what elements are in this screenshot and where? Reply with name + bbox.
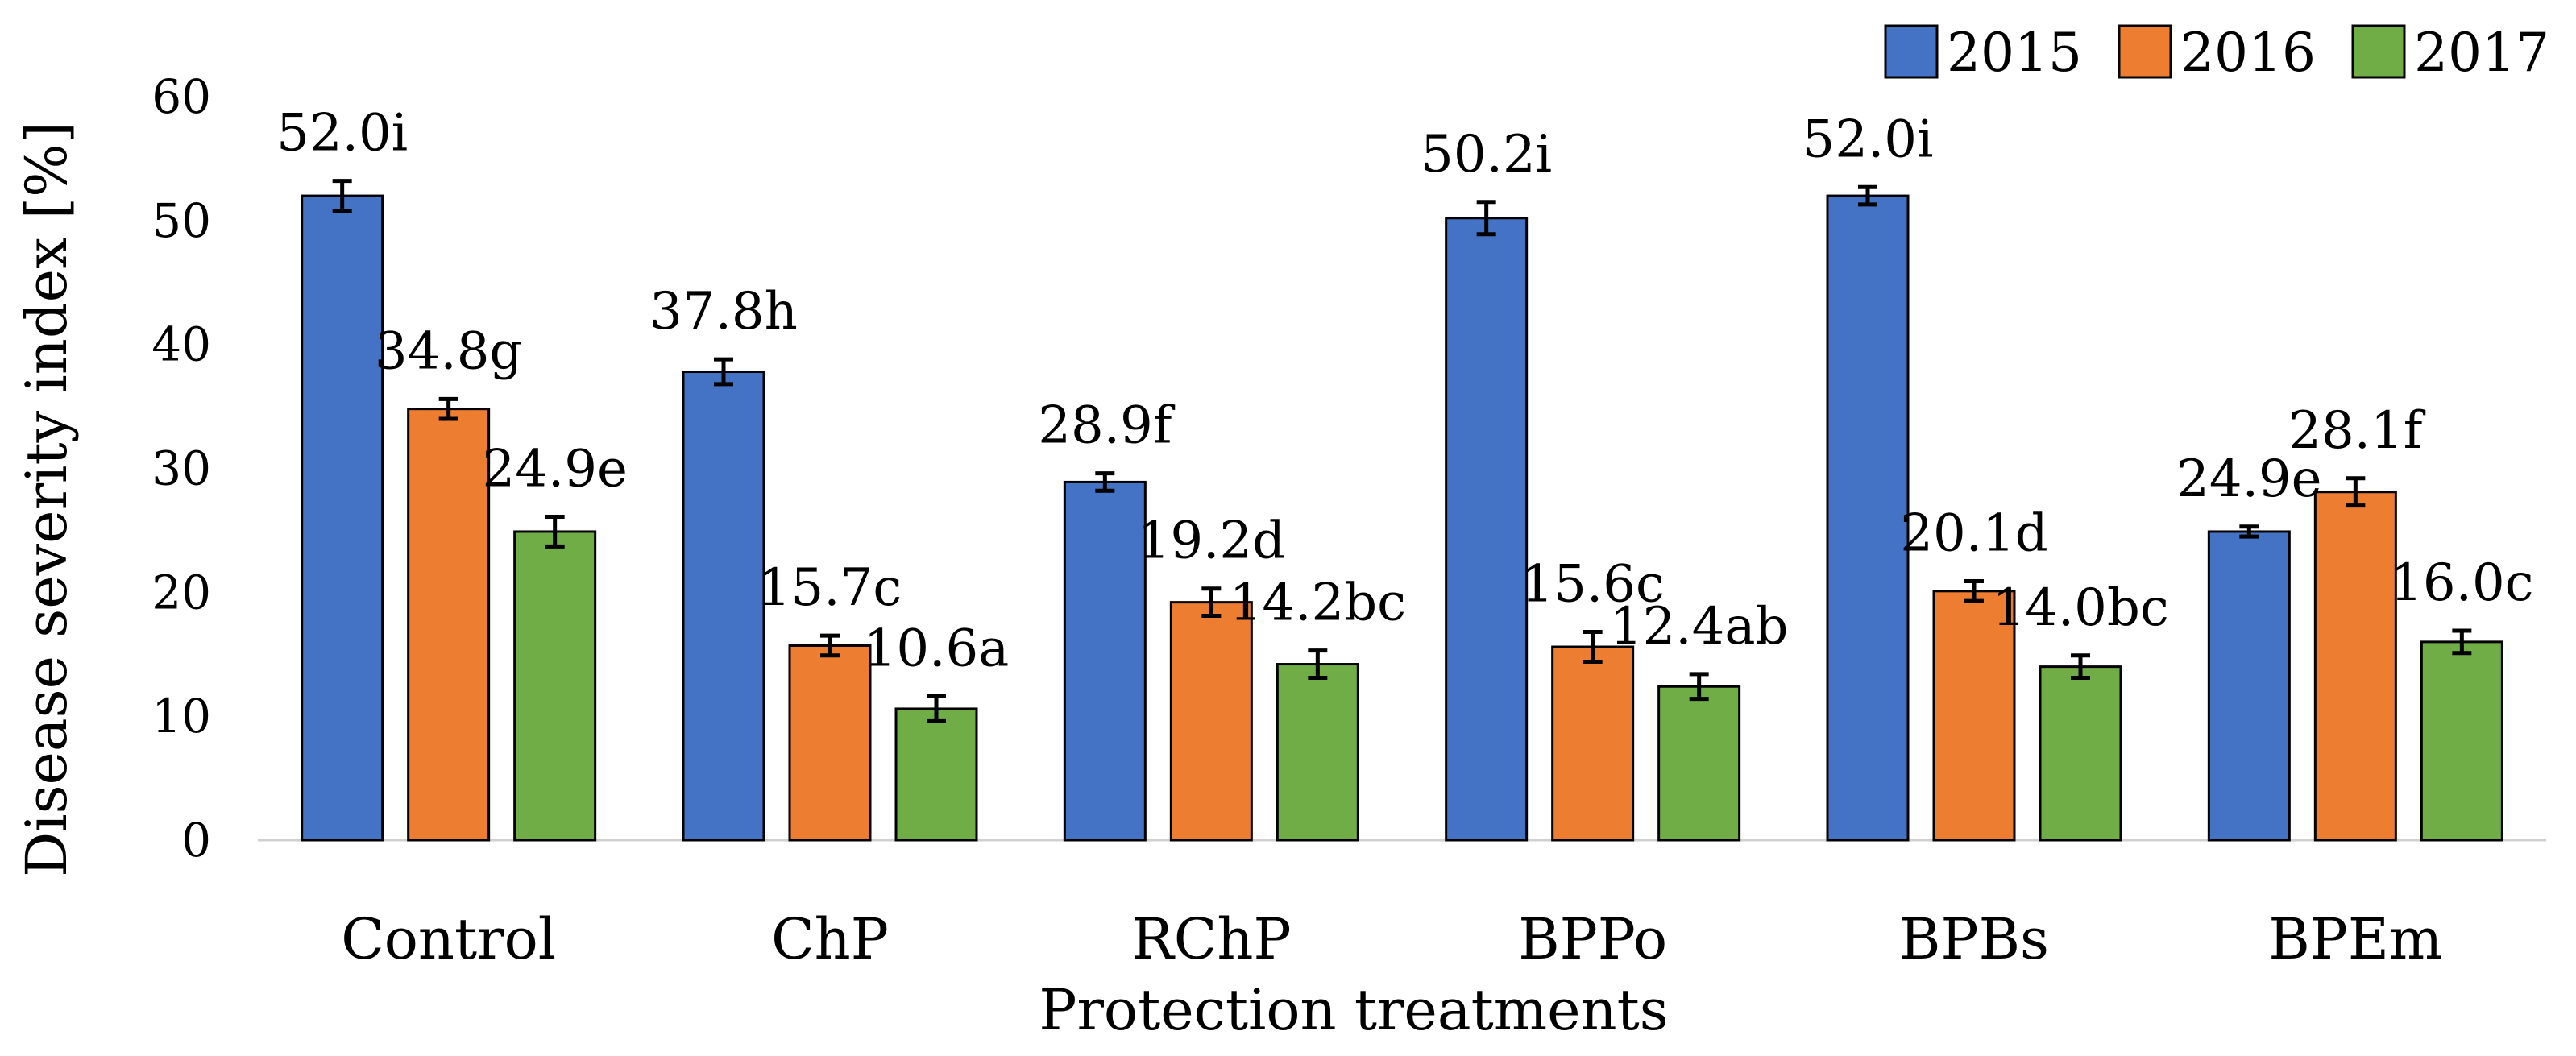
x-tick-label: ChP <box>771 906 889 972</box>
error-bar <box>438 396 458 421</box>
legend-label: 2016 <box>2180 22 2316 84</box>
legend-swatch <box>2118 24 2172 79</box>
bar-2015-RChP <box>1063 480 1147 842</box>
data-label: 12.4ab <box>1610 597 1789 656</box>
data-label: 28.1f <box>2288 401 2426 461</box>
y-tick-label: 50 <box>151 193 211 248</box>
data-label: 37.8h <box>649 282 798 342</box>
error-bar <box>545 514 565 549</box>
y-tick-label: 30 <box>151 441 211 496</box>
legend-item-2017: 2017 <box>2351 22 2549 84</box>
bar-2016-BPBs <box>1932 590 2016 842</box>
y-tick-label: 20 <box>151 565 211 619</box>
error-bar <box>927 694 946 723</box>
legend-swatch <box>2351 24 2406 79</box>
legend-swatch <box>1884 24 1939 79</box>
bar-2016-Control <box>407 408 491 842</box>
y-tick-label: 40 <box>151 317 211 372</box>
bar-2015-BPEm <box>2207 530 2291 842</box>
error-bar <box>1583 630 1603 664</box>
error-bar <box>2452 628 2472 656</box>
y-axis-ticks: 0 10 20 30 40 50 60 <box>151 69 211 868</box>
legend-label: 2015 <box>1947 22 2082 84</box>
bar-2017-BPEm <box>2420 640 2503 842</box>
x-tick-label: Control <box>341 906 556 972</box>
error-bar <box>1858 184 1877 207</box>
legend-label: 2017 <box>2414 22 2549 84</box>
data-label: 28.9f <box>1038 396 1176 456</box>
error-bar <box>2346 476 2366 508</box>
data-label: 24.9e <box>2176 449 2321 509</box>
bar-2016-RChP <box>1169 601 1253 842</box>
data-label: 10.6a <box>864 619 1010 679</box>
error-bar <box>1201 586 1222 619</box>
y-axis-title: Disease severity index [%] <box>14 122 80 877</box>
bar-2015-BPPo <box>1445 217 1529 842</box>
data-label: 14.2bc <box>1230 574 1406 633</box>
bar-2017-RChP <box>1276 663 1359 842</box>
error-bar <box>2071 653 2090 680</box>
bar-2016-BPPo <box>1551 645 1635 842</box>
y-tick-label: 10 <box>151 689 211 743</box>
data-label: 16.0c <box>2390 553 2533 613</box>
bar-2015-BPBs <box>1826 194 1910 842</box>
data-label: 50.2i <box>1421 125 1552 184</box>
error-bar <box>820 633 840 658</box>
bar-2015-Control <box>301 194 384 842</box>
error-bar <box>332 179 352 213</box>
data-label: 15.7c <box>758 558 902 618</box>
data-label: 20.1d <box>1900 503 2047 563</box>
bar-2017-BPBs <box>2039 665 2122 842</box>
error-bar <box>714 357 733 387</box>
x-tick-label: BPBs <box>1899 906 2049 972</box>
error-bar <box>1476 200 1496 237</box>
data-label: 52.0i <box>1802 110 1934 169</box>
data-label: 19.2d <box>1138 511 1285 571</box>
bar-2016-BPEm <box>2313 491 2397 842</box>
error-bar <box>1964 578 1984 603</box>
bars <box>301 194 2503 842</box>
legend-item-2016: 2016 <box>2118 22 2316 84</box>
x-tick-label: BPPo <box>1518 906 1667 972</box>
y-tick-label: 0 <box>181 813 211 868</box>
x-axis-title: Protection treatments <box>1039 977 1668 1043</box>
bar-2017-Control <box>513 530 597 842</box>
bar-2016-ChP <box>788 644 872 842</box>
data-label: 34.8g <box>375 321 522 381</box>
error-bar <box>1689 672 1709 702</box>
legend-item-2015: 2015 <box>1884 22 2082 84</box>
data-label: 24.9e <box>482 439 627 499</box>
y-tick-label: 60 <box>151 69 211 124</box>
error-bar <box>2239 524 2259 539</box>
data-label: 52.0i <box>276 104 408 164</box>
x-tick-label: RChP <box>1131 906 1291 972</box>
data-label: 14.0bc <box>1992 578 2168 638</box>
data-label: 15.6c <box>1520 555 1664 615</box>
bar-2017-ChP <box>894 707 978 842</box>
bar-2017-BPPo <box>1657 685 1741 842</box>
error-bar <box>1308 648 1328 680</box>
bar-2015-ChP <box>682 371 765 842</box>
x-tick-label: BPEm <box>2268 906 2442 972</box>
error-bars <box>332 179 2472 723</box>
legend: 2015 2016 2017 <box>1884 22 2549 84</box>
error-bar <box>1095 471 1115 493</box>
x-axis-categories: Control ChP RChP BPPo BPBs BPEm <box>341 906 2442 972</box>
